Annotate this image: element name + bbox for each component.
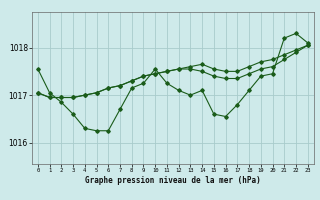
X-axis label: Graphe pression niveau de la mer (hPa): Graphe pression niveau de la mer (hPa) xyxy=(85,176,261,185)
